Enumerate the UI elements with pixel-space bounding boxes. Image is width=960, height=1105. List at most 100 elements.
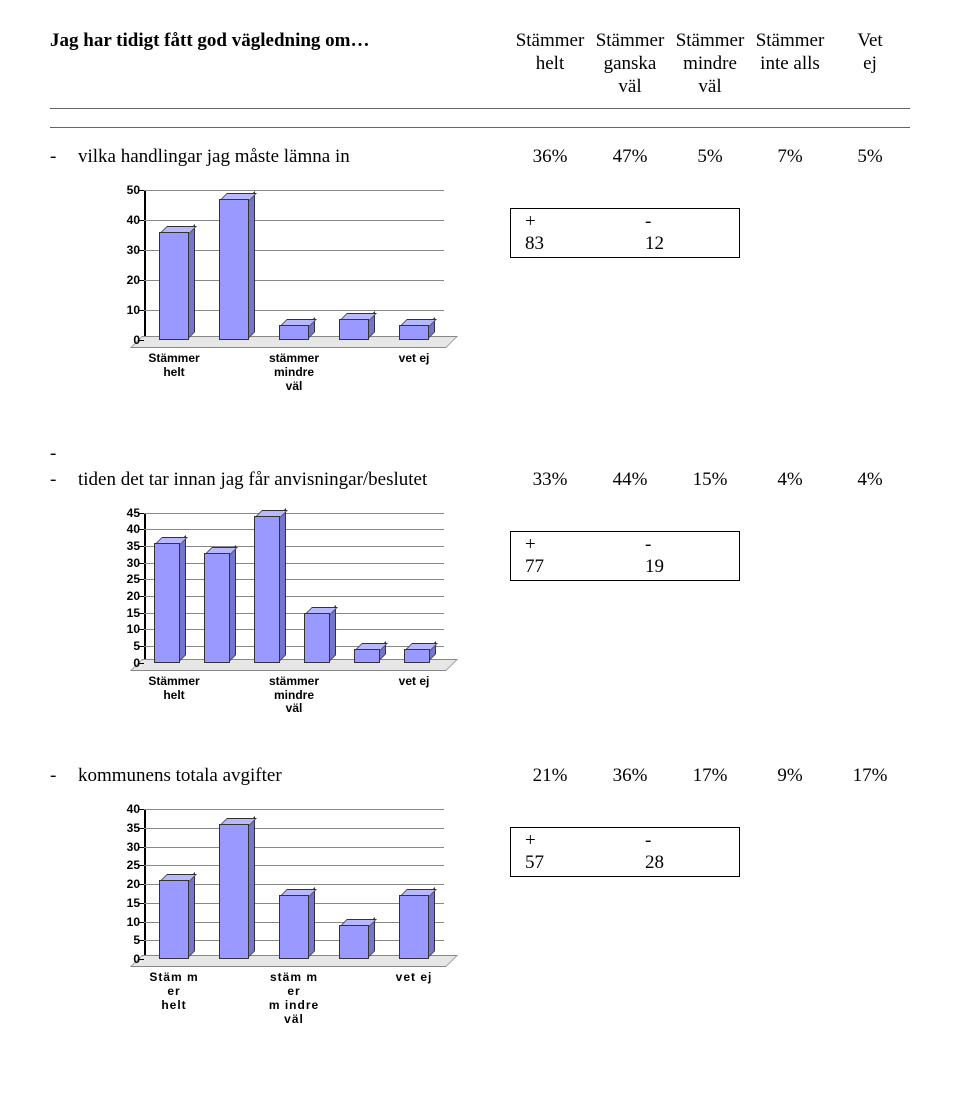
minus-label: - [645,830,725,852]
bar [204,553,230,663]
summary-labels: +- [525,830,725,852]
x-label: vet ej [384,352,444,393]
bar [339,319,369,340]
value-cell: 4% [750,469,830,491]
plus-value: 77 [525,556,605,578]
question-row: -vilka handlingar jag måste lämna in36%4… [50,146,910,168]
bar [219,824,249,959]
bar-front [254,516,280,663]
ytick-label: 20 [112,877,140,891]
bar [304,613,330,663]
minus-value: 12 [645,233,725,255]
section-body: 01020304050Stämmer heltstämmer mindre vä… [50,190,910,393]
value-cell: 36% [510,146,590,168]
col-header: Stämmer helt [510,30,590,98]
summary-wrap: + - 77 19 [510,531,740,581]
x-label: vet ej [384,675,444,716]
value-cell: 5% [830,146,910,168]
question-row: -kommunens totala avgifter21%36%17%9%17% [50,765,910,787]
header-columns: Stämmer helt Stämmer ganska väl Stämmer … [510,30,910,98]
summary-values: 77 19 [525,556,725,578]
value-cell: 21% [510,765,590,787]
ytick-label: 10 [112,303,140,317]
col-header: Vet ej [830,30,910,98]
bar-front [399,325,429,340]
chart-wrap: 051015202530354045 Stämmer helt stämmer mi… [110,513,450,716]
header-question-label: Jag har tidigt fått god vägledning om… [50,30,510,52]
ytick-label: 20 [112,273,140,287]
value-cell: 44% [590,469,670,491]
bar [254,516,280,663]
x-label: Stäm m er helt [144,971,204,1026]
ytick-label: 15 [112,896,140,910]
x-label: Stämmer helt [144,675,204,716]
ytick-label: 10 [112,622,140,636]
bar [159,880,189,959]
ytick-label: 0 [112,333,140,347]
x-label: stämmer mindre väl [264,675,324,716]
bar-front [219,199,249,340]
bar [279,895,309,959]
bar [354,649,380,662]
summary-wrap: +-5728 [510,827,740,877]
value-cell: 9% [750,765,830,787]
ytick-label: 50 [112,183,140,197]
bar [339,925,369,959]
summary-box: + - 77 19 [510,531,740,581]
plot-area: 01020304050 [144,190,444,342]
ytick-label: 30 [112,556,140,570]
ytick-label: 0 [112,952,140,966]
dash: - [50,146,78,168]
section-body: 0510152025303540Stäm m er heltstäm m er … [50,809,910,1026]
chart-wrap: 0510152025303540Stäm m er heltstäm m er … [110,809,450,1026]
bar-front [399,895,429,959]
divider [50,127,910,128]
bars-layer [144,809,444,959]
bar [159,232,189,340]
question-text: tiden det tar innan jag får anvisningar/… [78,469,510,491]
ytick-label: 5 [112,933,140,947]
bar [404,649,430,662]
summary-wrap: +-83 12 [510,208,740,258]
summary-box: +-5728 [510,827,740,877]
minus-value: 19 [645,556,725,578]
bar-front [404,649,430,662]
x-label [324,675,384,716]
bar-front [304,613,330,663]
question-text: kommunens totala avgifter [78,765,510,787]
bar-chart: 051015202530354045 Stämmer helt stämmer mi… [110,513,450,716]
bar-chart: 01020304050Stämmer heltstämmer mindre vä… [110,190,450,393]
ytick-label: 25 [112,572,140,586]
bar [219,199,249,340]
ytick-label: 20 [112,589,140,603]
ytick-label: 35 [112,821,140,835]
plus-label: + [525,534,605,556]
value-cell: 33% [510,469,590,491]
minus-label: - [645,534,725,556]
chart-wrap: 01020304050Stämmer heltstämmer mindre vä… [110,190,450,393]
summary-labels: +- [525,211,725,233]
plus-value: 83 [525,233,605,255]
bar [154,543,180,663]
summary-values: 5728 [525,852,725,874]
x-label: stäm m er m indre väl [264,971,324,1026]
plus-label: + [525,830,605,852]
col-header: Stämmer ganska väl [590,30,670,98]
section-separator [50,422,910,423]
bar-front [154,543,180,663]
bar [399,895,429,959]
ytick-label: 25 [112,858,140,872]
ytick-label: 10 [112,915,140,929]
value-cell: 5% [670,146,750,168]
ytick-label: 40 [112,802,140,816]
value-cell: 47% [590,146,670,168]
bar-front [339,319,369,340]
plot-area: 051015202530354045 [144,513,444,665]
bars-layer [144,190,444,340]
question-row: -tiden det tar innan jag får anvisningar… [50,469,910,491]
bar-front [204,553,230,663]
summary-values: 83 12 [525,233,725,255]
dash: - [50,765,78,787]
value-cell: 17% [830,765,910,787]
x-label: Stämmer helt [144,352,204,393]
